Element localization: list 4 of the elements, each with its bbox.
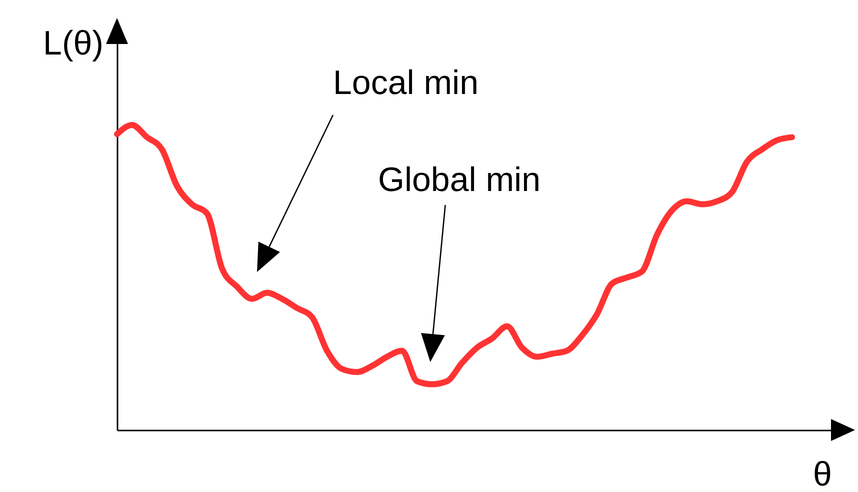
y-axis-title: L(θ): [43, 24, 104, 62]
annotation: Global min: [378, 161, 541, 199]
x-axis-title: θ: [813, 456, 832, 492]
text: Local min: [333, 64, 479, 102]
